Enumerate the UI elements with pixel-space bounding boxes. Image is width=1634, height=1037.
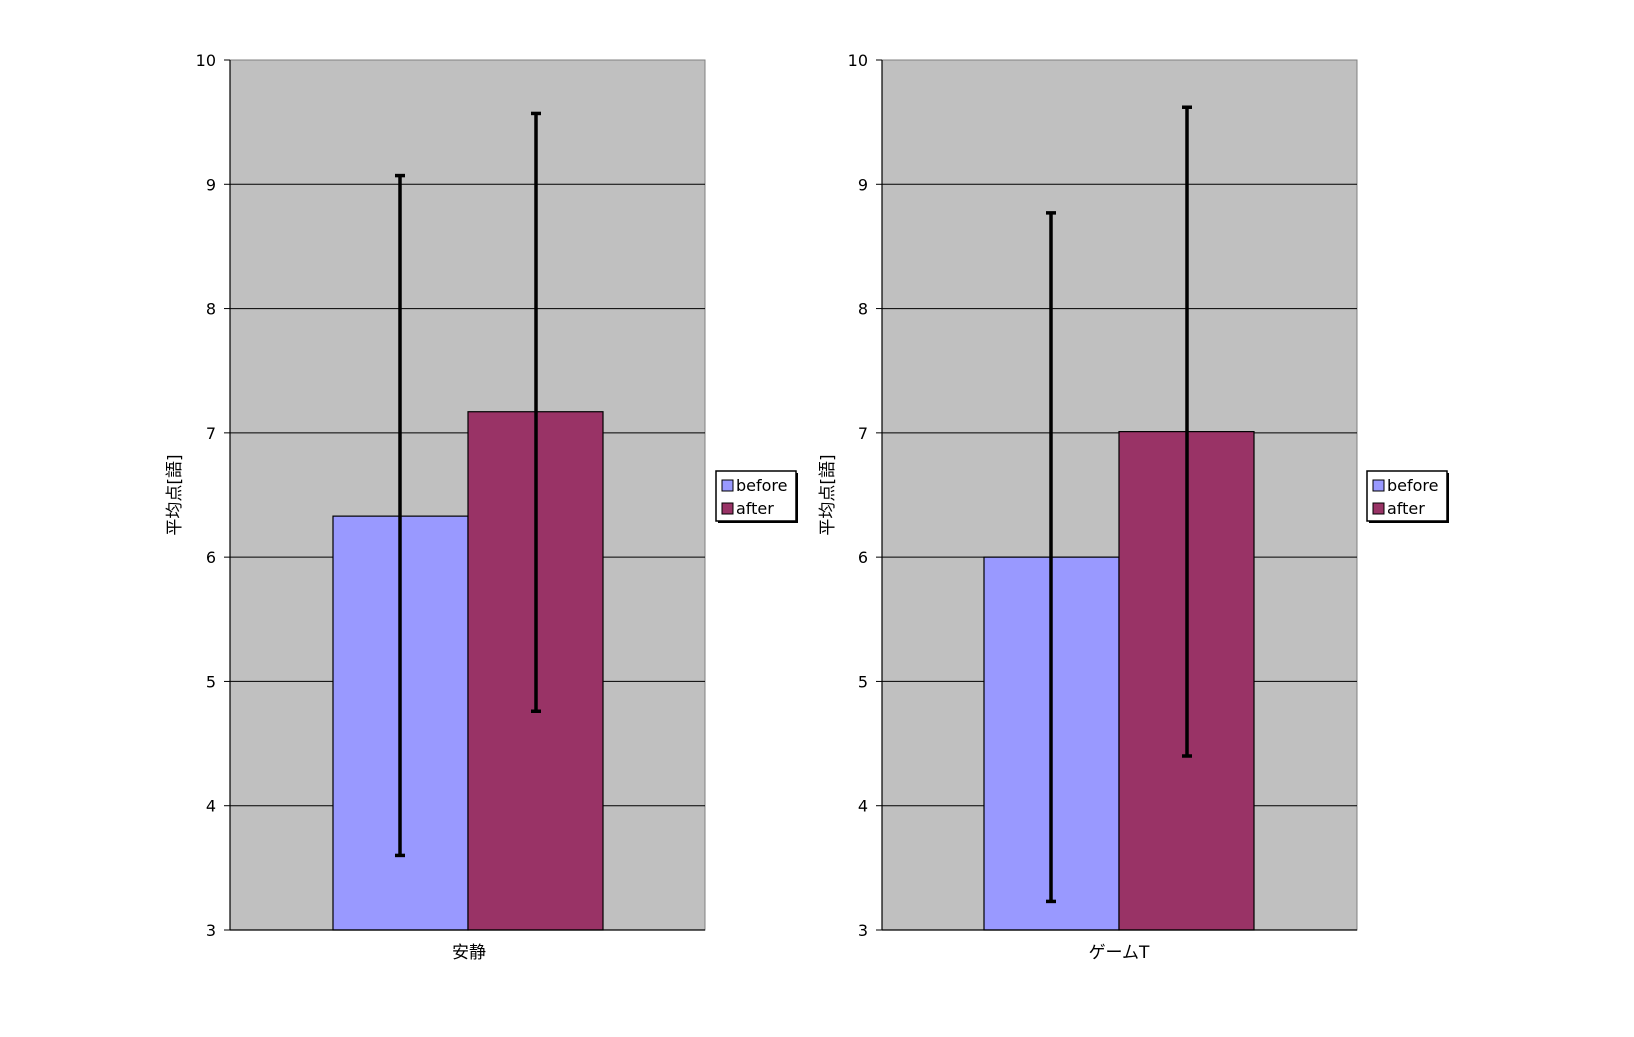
y-axis-title: 平均点[語] — [818, 454, 838, 535]
legend: before after — [1366, 470, 1449, 523]
y-tick-label: 9 — [858, 175, 868, 194]
legend-swatch-after — [1372, 502, 1385, 515]
legend-swatch-after — [721, 502, 734, 515]
y-axis-title: 平均点[語] — [165, 454, 185, 535]
chart-panel-2: 3 4 5 6 7 8 9 10 平均点[語] ゲームT before after — [818, 51, 1449, 963]
legend-swatch-before — [721, 479, 734, 492]
legend-label-before: before — [1387, 476, 1439, 495]
y-tick-label: 10 — [196, 51, 216, 70]
legend-label-before: before — [736, 476, 788, 495]
y-tick-label: 7 — [858, 424, 868, 443]
y-tick-label: 9 — [206, 175, 216, 194]
y-tick-label: 7 — [206, 424, 216, 443]
y-tick-label: 5 — [858, 672, 868, 691]
y-tick-label: 4 — [206, 797, 216, 816]
chart-panel-1: 3 4 5 6 7 8 9 10 平均点[語] 安静 before after — [165, 51, 798, 963]
error-bars — [395, 111, 541, 858]
legend-label-after: after — [1387, 499, 1425, 518]
y-tick-label: 8 — [206, 300, 216, 319]
y-tick-label: 3 — [858, 921, 868, 940]
axes — [224, 59, 705, 931]
y-tick-label: 5 — [206, 672, 216, 691]
y-tick-label: 6 — [206, 548, 216, 567]
y-tick-labels: 3 4 5 6 7 8 9 10 — [196, 51, 216, 940]
x-category-label: 安静 — [452, 943, 486, 963]
y-tick-label: 6 — [858, 548, 868, 567]
y-tick-label: 8 — [858, 300, 868, 319]
legend-label-after: after — [736, 499, 774, 518]
legend: before after — [715, 470, 798, 523]
y-tick-label: 4 — [858, 797, 868, 816]
y-tick-label: 10 — [848, 51, 868, 70]
legend-swatch-before — [1372, 479, 1385, 492]
x-category-label: ゲームT — [1089, 943, 1150, 963]
y-tick-labels: 3 4 5 6 7 8 9 10 — [848, 51, 868, 940]
gridlines — [230, 183, 705, 807]
error-bars — [1046, 105, 1192, 904]
y-tick-label: 3 — [206, 921, 216, 940]
axes — [876, 59, 1357, 931]
